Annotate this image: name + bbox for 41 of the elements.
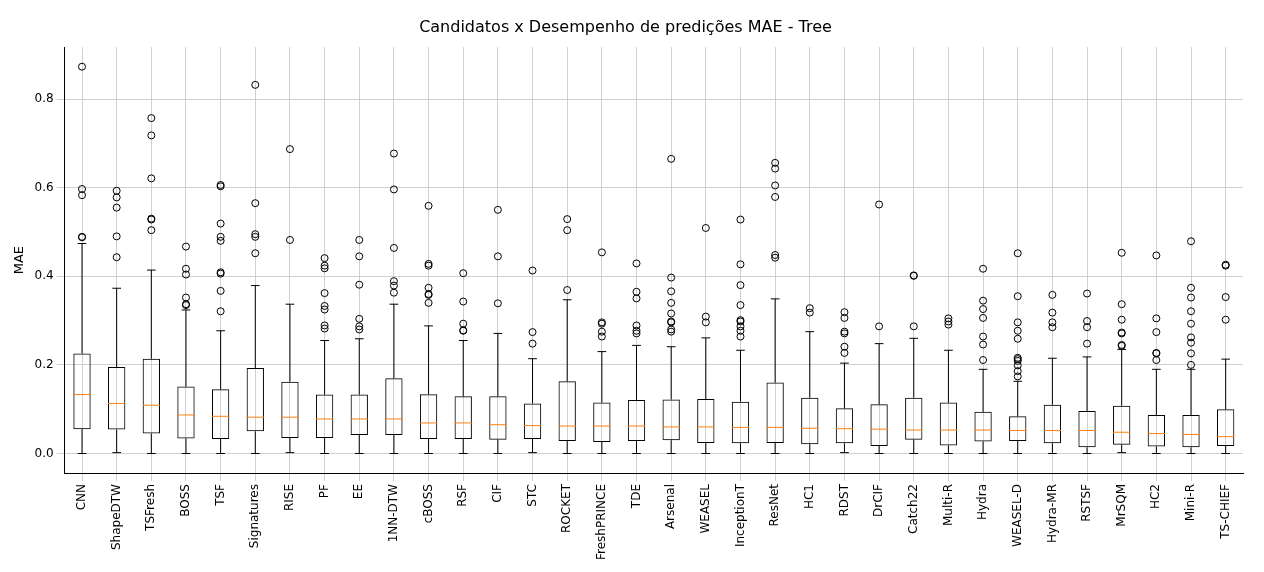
- x-tick-label: STC: [524, 484, 539, 507]
- x-tick-label: CNN: [74, 484, 89, 511]
- x-tick-label: InceptionT: [732, 483, 747, 548]
- y-tick-label: 0.6: [34, 179, 54, 194]
- x-tick-label: TS-CHIEF: [1217, 483, 1232, 540]
- x-tick-label: Hydra-MR: [1044, 484, 1059, 544]
- y-tick-label: 0.2: [34, 357, 54, 372]
- x-tick-label: cBOSS: [420, 484, 435, 524]
- x-tick-label: FreshPRINCE: [593, 484, 608, 561]
- x-tick-label: TSFresh: [143, 484, 158, 532]
- x-tick-label: TSF: [212, 483, 227, 507]
- x-tick-label: EE: [351, 484, 366, 500]
- y-tick-label: 0.0: [34, 445, 54, 460]
- x-tick-label: ResNet: [767, 483, 782, 527]
- x-tick-label: RSTSF: [1079, 483, 1094, 522]
- x-tick-label: Signatures: [247, 484, 262, 549]
- y-tick-label: 0.4: [34, 268, 54, 283]
- x-tick-label: RSF: [455, 483, 470, 507]
- x-tick-label: MrSQM: [1113, 484, 1128, 527]
- x-tick-label: RISE: [282, 484, 297, 512]
- x-tick-label: Multi-R: [940, 484, 955, 527]
- x-tick-label: Hydra: [975, 484, 990, 521]
- x-tick-label: RDST: [836, 483, 851, 517]
- y-axis-title: MAE: [11, 245, 27, 275]
- x-tick-label: ShapeDTW: [108, 483, 123, 551]
- y-tick-label: 0.8: [34, 91, 54, 106]
- x-tick-label: Catch22: [905, 484, 920, 534]
- x-tick-label: CIF: [490, 483, 505, 503]
- x-tick-label: WEASEL: [697, 483, 712, 534]
- x-tick-label: TDE: [628, 484, 643, 510]
- x-tick-label: ROCKET: [559, 483, 574, 533]
- x-tick-label: WEASEL-D: [1009, 484, 1024, 547]
- x-tick-label: PF: [316, 483, 331, 499]
- x-tick-label: DrCIF: [871, 483, 886, 518]
- x-tick-label: BOSS: [178, 484, 193, 517]
- x-tick-label: 1NN-DTW: [386, 483, 401, 543]
- x-tick-label: HC2: [1148, 484, 1163, 510]
- x-tick-label: Arsenal: [663, 484, 678, 530]
- chart-title: Candidatos x Desempenho de predições MAE - Tree: [419, 16, 832, 36]
- x-tick-label: HC1: [801, 484, 816, 510]
- x-tick-label: Mini-R: [1183, 484, 1198, 522]
